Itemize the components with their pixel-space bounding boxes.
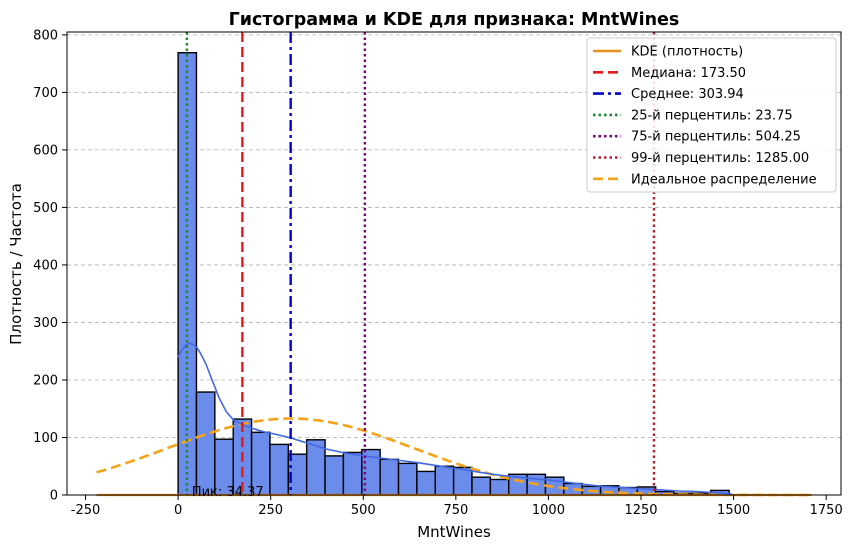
- y-tick-label: 300: [33, 316, 58, 331]
- histogram-bar: [324, 455, 345, 496]
- x-tick-label: 1750: [810, 503, 843, 518]
- legend-label: Медиана: 173.50: [631, 66, 746, 81]
- x-tick-label: 0: [174, 503, 182, 518]
- y-tick-label: 800: [33, 28, 58, 43]
- y-tick-label: 600: [33, 143, 58, 158]
- x-tick-label: 500: [351, 503, 376, 518]
- ideal-distribution-line: [96, 417, 812, 497]
- x-tick-label: -250: [71, 503, 101, 518]
- histogram-bar: [379, 458, 400, 496]
- y-axis-title: Плотность / Частота: [7, 183, 25, 345]
- histogram-bar: [489, 478, 510, 496]
- x-tick-label: 1500: [717, 503, 750, 518]
- chart-title: Гистограмма и KDE для признака: MntWines: [229, 10, 680, 30]
- histogram-bar: [434, 465, 455, 496]
- kde-curve: [177, 342, 732, 495]
- y-tick-label: 0: [50, 489, 58, 504]
- histogram-bar: [452, 466, 473, 496]
- x-axis-title: MntWines: [417, 523, 491, 541]
- legend-label: Среднее: 303.94: [631, 87, 744, 102]
- plot-area: -250 0 250 500 750 1000 1250 1500 1750 0 100 200 300…: [33, 28, 843, 518]
- legend-label: 99-й перцентиль: 1285.00: [631, 151, 809, 166]
- y-tick-label: 400: [33, 258, 58, 273]
- x-tick-label: 750: [443, 503, 468, 518]
- y-tick-label: 700: [33, 86, 58, 101]
- axes-frame: [66, 31, 842, 496]
- histogram-bar: [342, 451, 363, 496]
- histogram-bar: [269, 443, 290, 496]
- legend-box: [586, 37, 837, 193]
- legend-label: KDE (плотность): [631, 45, 743, 60]
- y-tick-label: 100: [33, 431, 58, 446]
- legend-label: 75-й перцентиль: 504.25: [631, 130, 801, 145]
- legend-label: 25-й перцентиль: 23.75: [631, 108, 793, 123]
- y-tick-label: 200: [33, 373, 58, 388]
- legend-label: Идеальное распределение: [631, 172, 817, 187]
- legend: KDE (плотность) Медиана: 173.50 Среднее: 3…: [586, 37, 837, 193]
- histogram-bar: [471, 476, 492, 496]
- y-tick-label: 500: [33, 201, 58, 216]
- histogram-bar: [397, 462, 418, 496]
- peak-annotation: Пик: 34.37: [192, 485, 264, 500]
- x-tick-label: 1250: [624, 503, 657, 518]
- histogram-bar: [195, 391, 216, 496]
- x-tick-label: 1000: [532, 503, 565, 518]
- x-tick-label: 250: [258, 503, 283, 518]
- histogram-bar: [416, 470, 436, 496]
